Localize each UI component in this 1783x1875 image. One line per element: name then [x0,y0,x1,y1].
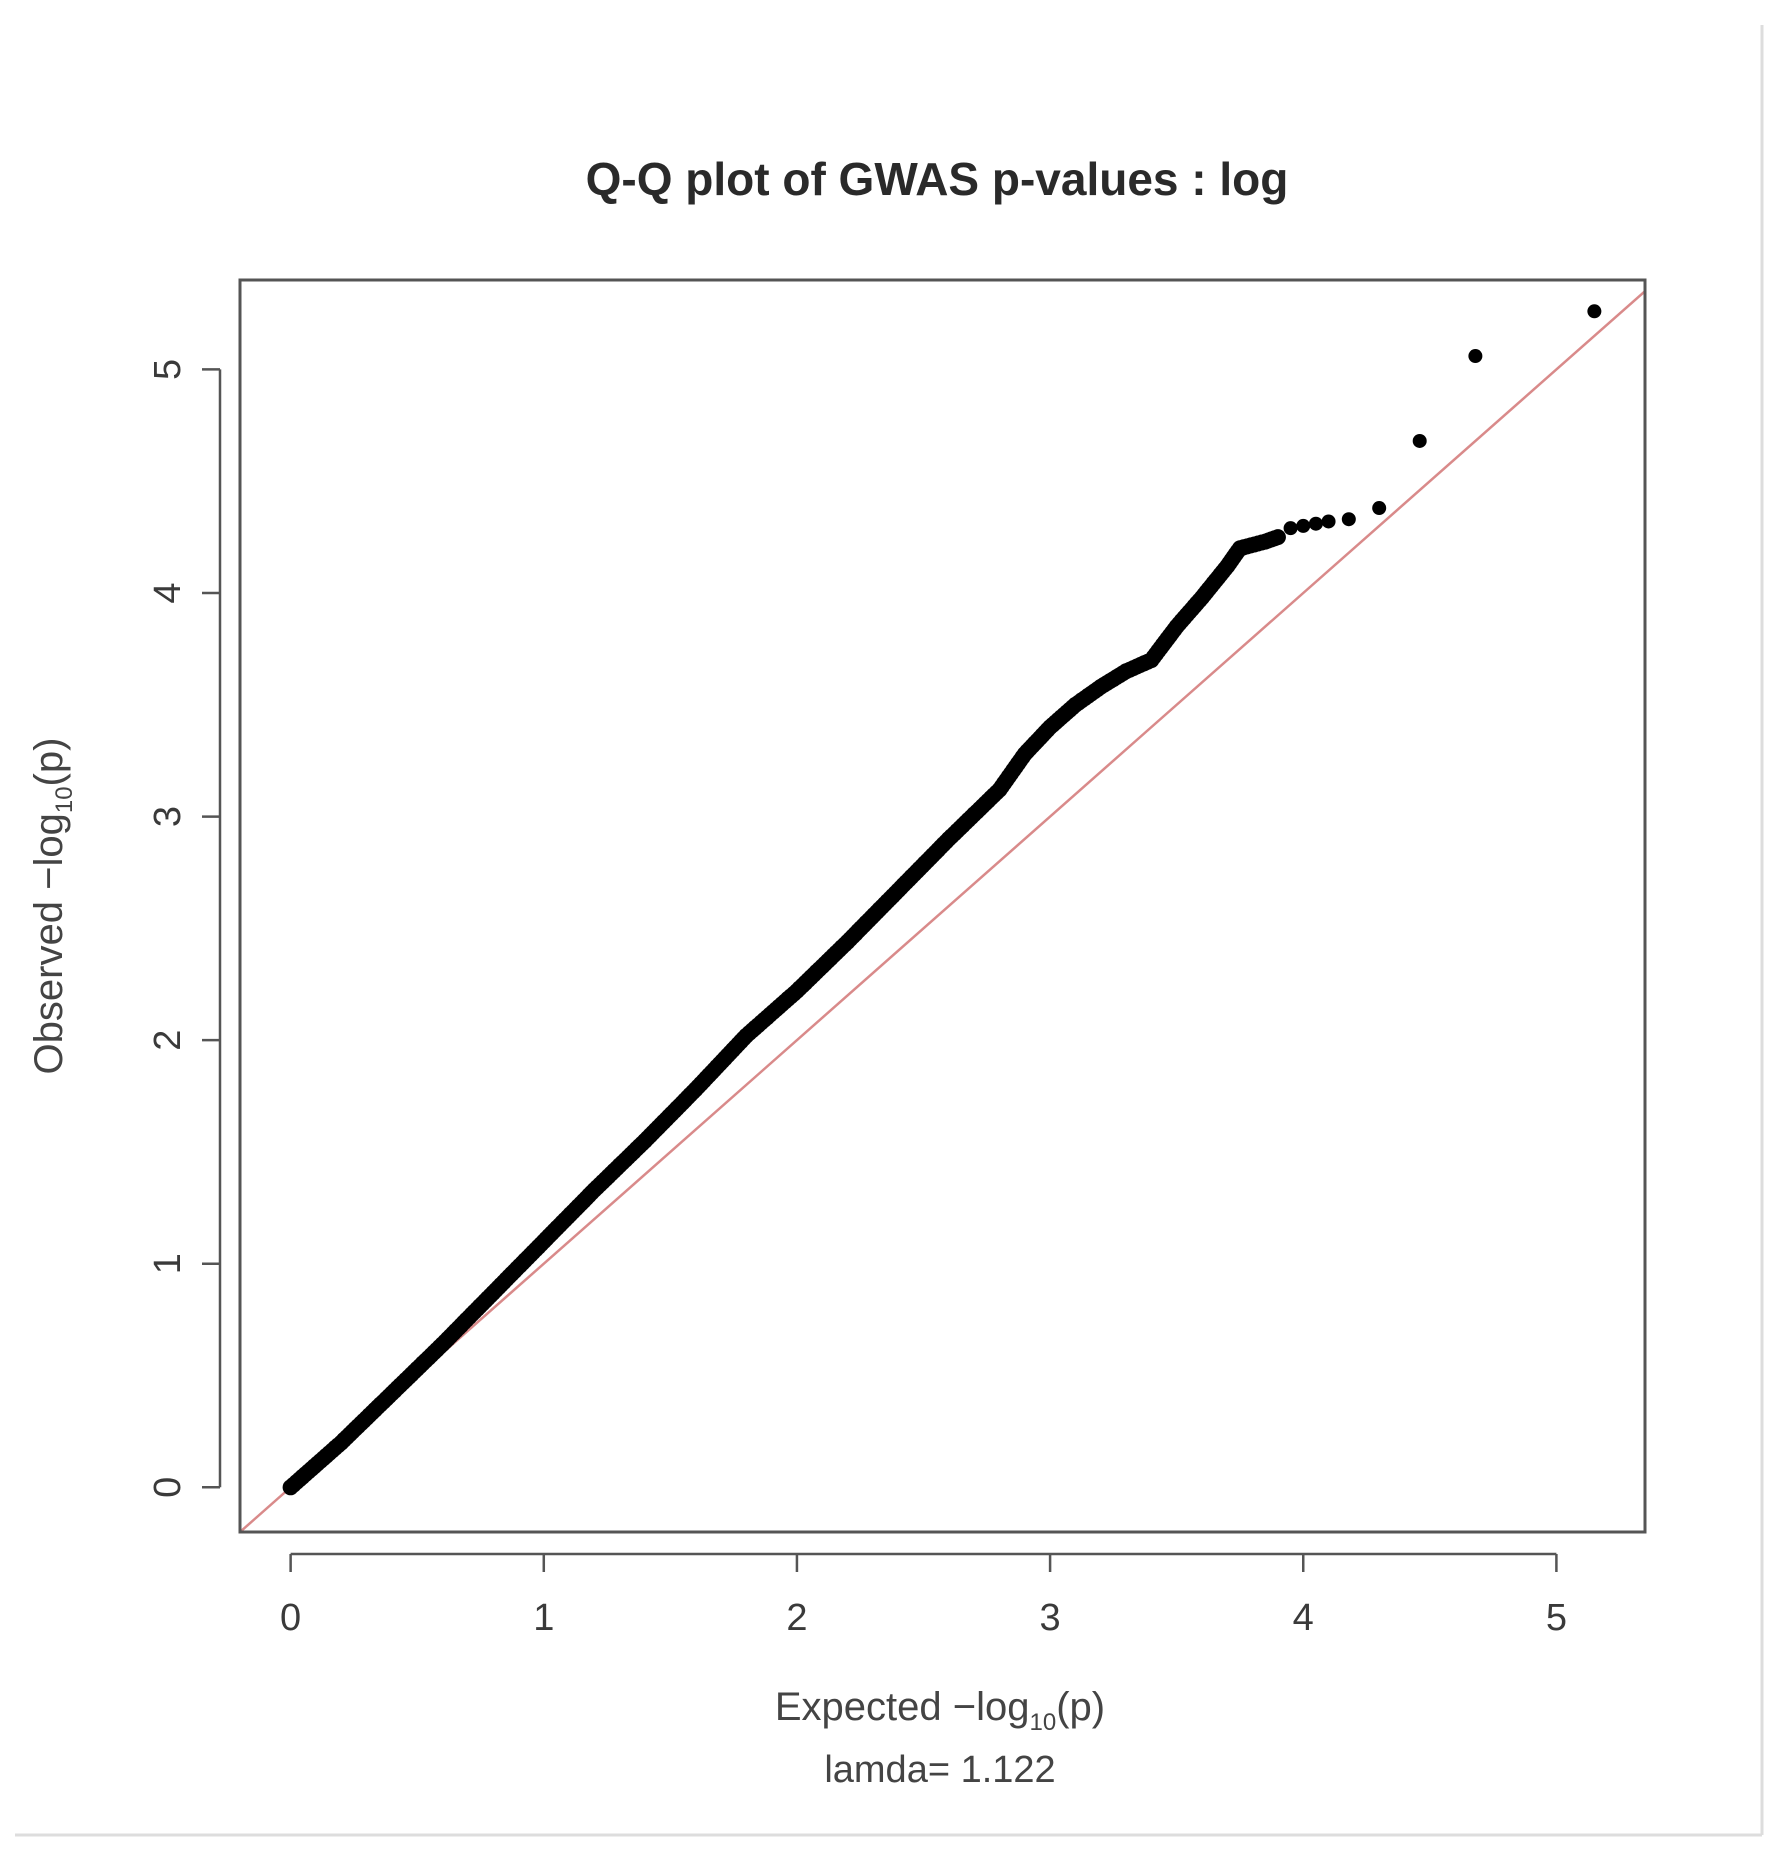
qq-outlier-point [1308,516,1323,531]
qq-outlier-point [1341,512,1356,527]
x-tick-label: 0 [280,1597,301,1639]
y-tick-label: 0 [147,1477,189,1498]
x-tick-label: 2 [786,1597,807,1639]
x-axis: 0 1 2 3 4 5 [280,1552,1567,1639]
y-tick-label: 5 [147,359,189,380]
lambda-annotation: lamda= 1.122 [824,1749,1055,1791]
y-tick-label: 3 [147,806,189,827]
qq-outlier-point [1296,518,1311,533]
reference-line [240,290,1645,1532]
y-axis-label-subscript: 10 [51,786,78,813]
qq-outlier-point [1587,304,1602,319]
qq-outlier-point [1468,349,1483,364]
plot-marks [240,290,1645,1532]
qq-outlier-point [1321,514,1336,529]
x-tick-label: 3 [1040,1597,1061,1639]
y-tick-label: 4 [147,582,189,603]
x-axis-label-subscript: 10 [1030,1709,1057,1736]
y-tick-label: 2 [147,1030,189,1051]
x-axis-label-prefix: Expected −log [775,1685,1030,1729]
y-axis-label-prefix: Observed −log [27,813,71,1074]
x-axis-label: Expected −log10(p) [775,1685,1105,1736]
x-tick-label: 1 [533,1597,554,1639]
plot-frame [238,278,1647,1534]
chart-title: Q-Q plot of GWAS p-values : log [586,153,1289,205]
y-axis: 0 1 2 3 4 5 [147,359,222,1498]
y-tick-label: 1 [147,1253,189,1274]
qq-outlier-point [1372,501,1387,516]
x-axis-label-suffix: (p) [1056,1685,1105,1729]
x-tick-label: 5 [1546,1597,1567,1639]
qq-outlier-point [1283,521,1298,536]
y-axis-label: Observed −log10(p) [27,738,78,1075]
qq-point [1269,529,1286,546]
qq-outlier-point [1412,433,1427,448]
x-tick-label: 4 [1293,1597,1314,1639]
y-axis-label-suffix: (p) [27,738,71,787]
